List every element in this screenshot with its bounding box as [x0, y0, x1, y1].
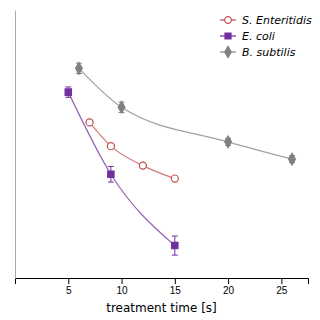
legend-label: S. Enteritidis [242, 14, 312, 27]
legend-item: S. Enteritidis [220, 14, 312, 27]
marks [65, 62, 295, 255]
y-axis [15, 11, 16, 279]
error-bar-cap [65, 97, 71, 98]
x-tick-label: 10 [116, 285, 128, 296]
point [76, 62, 83, 74]
x-axis-line [16, 279, 309, 285]
point [289, 153, 296, 165]
x-tick: 5 [66, 278, 72, 296]
x-tick-mark [281, 278, 282, 284]
point [172, 242, 178, 248]
error-bar-cap [172, 236, 178, 237]
x-tick-mark [175, 278, 176, 284]
x-tick: 20 [223, 278, 235, 296]
series-line [68, 92, 175, 245]
error-bar-cap [172, 255, 178, 256]
point [139, 162, 146, 169]
chart: 5 10 15 20 25 S. Enteritidis E. coli B. subtili… [0, 0, 320, 320]
y-axis-line [15, 11, 16, 279]
point [107, 143, 114, 150]
legend-marker [225, 33, 231, 39]
point [171, 175, 178, 182]
x-tick-label: 25 [276, 285, 288, 296]
legend-label: B. subtilis [242, 46, 296, 59]
x-tick-label: 20 [223, 285, 235, 296]
legend-item: E. coli [220, 30, 275, 43]
legend-item: B. subtilis [220, 46, 296, 59]
point [65, 89, 71, 95]
error-bar-cap [65, 86, 71, 87]
x-tick: 10 [116, 278, 128, 296]
x-tick-label: 15 [170, 285, 182, 296]
series-line [79, 68, 292, 159]
error-bar [172, 236, 178, 255]
legend: S. Enteritidis E. coli B. subtilis [220, 14, 312, 59]
x-tick-label: 5 [66, 285, 72, 296]
point [108, 171, 114, 177]
plot: 5 10 15 20 25 S. Enteritidis E. coli B. subtili… [16, 11, 312, 297]
legend-marker [225, 46, 231, 57]
x-tick-mark [122, 278, 123, 284]
legend-marker [225, 17, 232, 24]
x-axis-title: treatment time [s] [106, 301, 217, 315]
error-bar-cap [108, 182, 114, 183]
error-bar-cap [108, 166, 114, 167]
x-tick: 15 [170, 278, 182, 296]
x-axis: 5 10 15 20 25 [16, 278, 309, 296]
error-bar [108, 166, 114, 182]
x-tick-mark [228, 278, 229, 284]
series-line [90, 122, 175, 178]
error-bar [76, 63, 82, 73]
point [118, 101, 125, 113]
x-tick: 25 [276, 278, 288, 296]
error-bar [65, 87, 71, 97]
point [86, 119, 93, 126]
legend-label: E. coli [242, 30, 275, 43]
x-tick-mark [68, 278, 69, 284]
error-bar [119, 102, 125, 112]
point [225, 136, 232, 148]
